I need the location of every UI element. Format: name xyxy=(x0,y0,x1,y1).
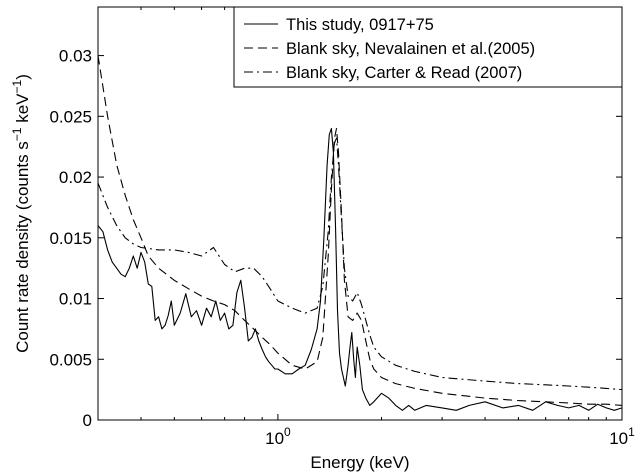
y-tick-label-2: 0.01 xyxy=(59,290,92,309)
x-tick-label-exponent: 1 xyxy=(628,425,635,439)
x-tick-label-base: 10 xyxy=(609,429,628,448)
y-tick-label-4: 0.02 xyxy=(59,168,92,187)
y-tick-label-0: 0 xyxy=(83,411,92,430)
y-tick-label-6: 0.03 xyxy=(59,47,92,66)
y-axis-label-end: ) xyxy=(13,74,32,80)
y-axis-label-main: Count rate density (counts s xyxy=(13,141,32,353)
legend-label-0: This study, 0917+75 xyxy=(286,16,434,34)
y-axis-label-mid: keV xyxy=(13,93,32,128)
y-axis-label-sup1: −1 xyxy=(10,127,24,141)
x-tick-label-base: 10 xyxy=(265,429,284,448)
y-tick-label-5: 0.025 xyxy=(49,107,92,126)
y-tick-label-1: 0.005 xyxy=(49,350,92,369)
y-axis-label: Count rate density (counts s−1 keV−1) xyxy=(10,74,32,353)
legend-label-2: Blank sky, Carter & Read (2007) xyxy=(286,64,522,82)
legend-label-1: Blank sky, Nevalainen et al.(2005) xyxy=(286,40,535,58)
x-tick-label-exponent: 0 xyxy=(284,425,291,439)
y-tick-label-3: 0.015 xyxy=(49,229,92,248)
x-axis-label: Energy (keV) xyxy=(310,453,409,472)
y-axis-label-sup2: −1 xyxy=(10,79,24,93)
legend: This study, 0917+75 Blank sky, Nevalainen… xyxy=(234,7,622,87)
